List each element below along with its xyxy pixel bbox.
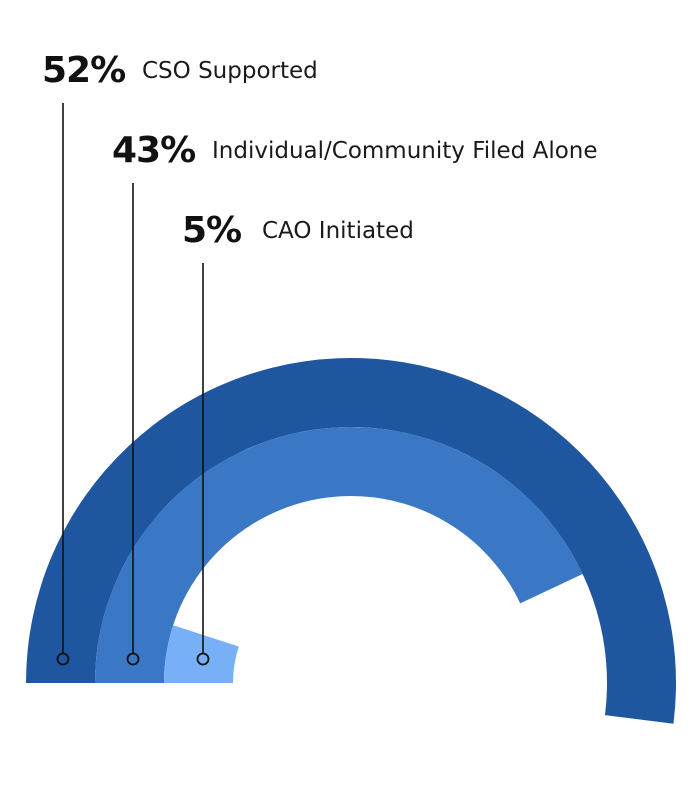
- value-label-2: 5%: [182, 210, 241, 251]
- leader-dot-1: [126, 652, 140, 666]
- series-label-1: Individual/Community Filed Alone: [212, 138, 598, 164]
- series-label-2: CAO Initiated: [262, 218, 414, 244]
- legend-item-2: 5% CAO Initiated: [182, 210, 414, 251]
- value-label-1: 43%: [112, 130, 195, 171]
- legend: 52% CSO Supported 43% Individual/Communi…: [42, 50, 598, 251]
- leader-dot-0: [56, 652, 70, 666]
- legend-item-1: 43% Individual/Community Filed Alone: [112, 130, 598, 171]
- arc-layer: [26, 358, 677, 724]
- legend-item-0: 52% CSO Supported: [42, 50, 318, 91]
- leader-layer: [56, 103, 210, 666]
- arc-bar-1: [94, 426, 583, 683]
- value-label-0: 52%: [42, 50, 125, 91]
- leader-dot-2: [196, 652, 210, 666]
- arc-bar-0: [26, 358, 677, 724]
- series-label-0: CSO Supported: [142, 58, 318, 84]
